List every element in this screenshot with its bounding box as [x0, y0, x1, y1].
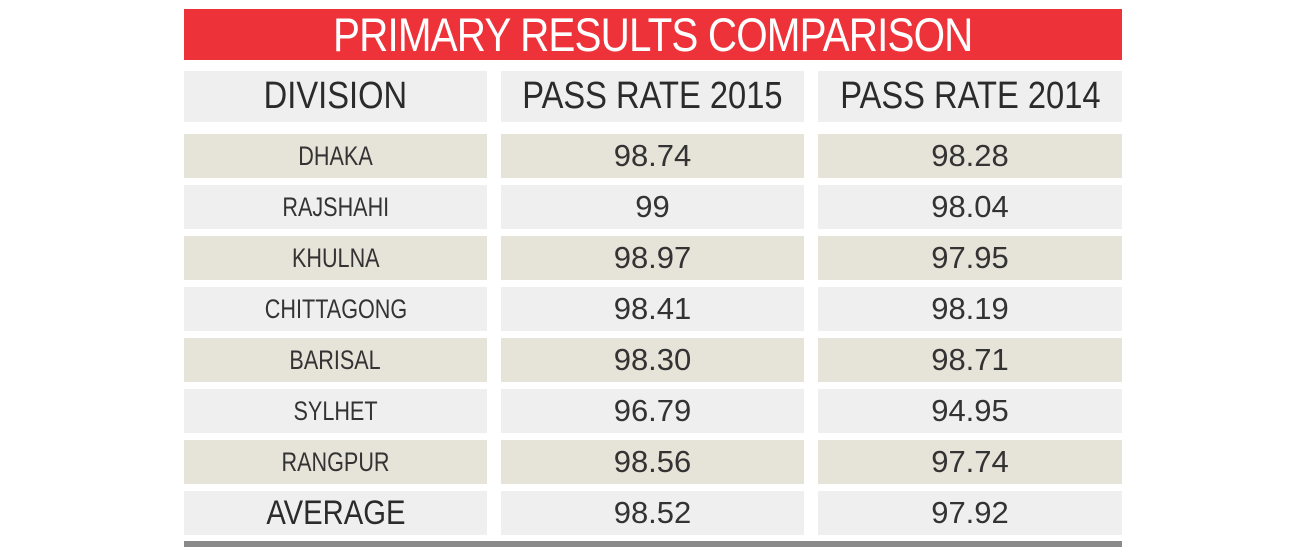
header-pass-rate-2015: PASS RATE 2015 [522, 75, 783, 117]
division-name-cell: SYLHET [184, 389, 487, 433]
pass-rate-2014: 98.19 [931, 291, 1009, 326]
pass-rate-2014-cell: 98.19 [818, 287, 1122, 331]
pass-rate-2015-cell: 99 [501, 185, 804, 229]
header-cell-pass-rate-2015: PASS RATE 2015 [501, 71, 804, 122]
pass-rate-2015-cell: 98.56 [501, 440, 804, 484]
pass-rate-2015: 98.97 [613, 240, 692, 275]
pass-rate-2015: 98.30 [613, 342, 692, 377]
pass-rate-2015: 98.74 [613, 138, 692, 173]
pass-rate-2014: 97.95 [931, 240, 1009, 275]
division-name: SYLHET [293, 395, 378, 426]
pass-rate-2014-cell: 97.74 [818, 440, 1122, 484]
header-division: DIVISION [263, 75, 408, 117]
average-label-cell: AVERAGE [184, 491, 487, 535]
division-name: CHITTAGONG [264, 293, 407, 324]
pass-rate-2014-cell: 98.28 [818, 134, 1122, 178]
header-cell-division: DIVISION [184, 71, 487, 122]
division-name-cell: BARISAL [184, 338, 487, 382]
bottom-rule [184, 541, 1122, 547]
division-name-cell: DHAKA [184, 134, 487, 178]
pass-rate-2014-cell: 98.71 [818, 338, 1122, 382]
average-pass-rate-2015: 98.52 [613, 495, 692, 530]
table-row: SYLHET 96.79 94.95 [184, 389, 1122, 433]
header-row: DIVISION PASS RATE 2015 PASS RATE 2014 [184, 71, 1122, 122]
average-label: AVERAGE [265, 493, 406, 532]
pass-rate-2014-cell: 94.95 [818, 389, 1122, 433]
table-title: PRIMARY RESULTS COMPARISON [333, 8, 973, 61]
average-pass-rate-2014: 97.92 [931, 495, 1009, 530]
header-cell-pass-rate-2014: PASS RATE 2014 [818, 71, 1122, 122]
pass-rate-2015-cell: 96.79 [501, 389, 804, 433]
table-row: DHAKA 98.74 98.28 [184, 134, 1122, 178]
results-table: DIVISION PASS RATE 2015 PASS RATE 2014 D… [184, 71, 1122, 542]
pass-rate-2015: 99 [635, 189, 670, 224]
average-2015-cell: 98.52 [501, 491, 804, 535]
pass-rate-2014-cell: 97.95 [818, 236, 1122, 280]
division-name: BARISAL [289, 344, 382, 375]
pass-rate-2015-cell: 98.30 [501, 338, 804, 382]
average-row: AVERAGE 98.52 97.92 [184, 491, 1122, 535]
division-name: RAJSHAHI [282, 191, 389, 222]
pass-rate-2014: 97.74 [931, 444, 1009, 479]
table-row: KHULNA 98.97 97.95 [184, 236, 1122, 280]
pass-rate-2014-cell: 98.04 [818, 185, 1122, 229]
division-name: KHULNA [291, 242, 380, 273]
table-body: DHAKA 98.74 98.28 RAJSHAHI 99 98.04 KHULNA 98.9… [184, 134, 1122, 484]
pass-rate-2015-cell: 98.97 [501, 236, 804, 280]
table-row: CHITTAGONG 98.41 98.19 [184, 287, 1122, 331]
table-row: RANGPUR 98.56 97.74 [184, 440, 1122, 484]
pass-rate-2015-cell: 98.41 [501, 287, 804, 331]
division-name-cell: KHULNA [184, 236, 487, 280]
division-name-cell: RANGPUR [184, 440, 487, 484]
division-name-cell: RAJSHAHI [184, 185, 487, 229]
division-name-cell: CHITTAGONG [184, 287, 487, 331]
pass-rate-2014: 98.04 [931, 189, 1009, 224]
division-name: DHAKA [298, 140, 373, 171]
table-row: BARISAL 98.30 98.71 [184, 338, 1122, 382]
title-bar: PRIMARY RESULTS COMPARISON [184, 9, 1122, 60]
pass-rate-2015: 98.41 [613, 291, 692, 326]
pass-rate-2015: 96.79 [613, 393, 692, 428]
pass-rate-2014: 98.28 [931, 138, 1009, 173]
division-name: RANGPUR [281, 446, 390, 477]
pass-rate-2015-cell: 98.74 [501, 134, 804, 178]
pass-rate-2014: 94.95 [931, 393, 1009, 428]
pass-rate-2014: 98.71 [931, 342, 1009, 377]
pass-rate-2015: 98.56 [613, 444, 692, 479]
table-row: RAJSHAHI 99 98.04 [184, 185, 1122, 229]
average-2014-cell: 97.92 [818, 491, 1122, 535]
header-pass-rate-2014: PASS RATE 2014 [839, 75, 1101, 117]
